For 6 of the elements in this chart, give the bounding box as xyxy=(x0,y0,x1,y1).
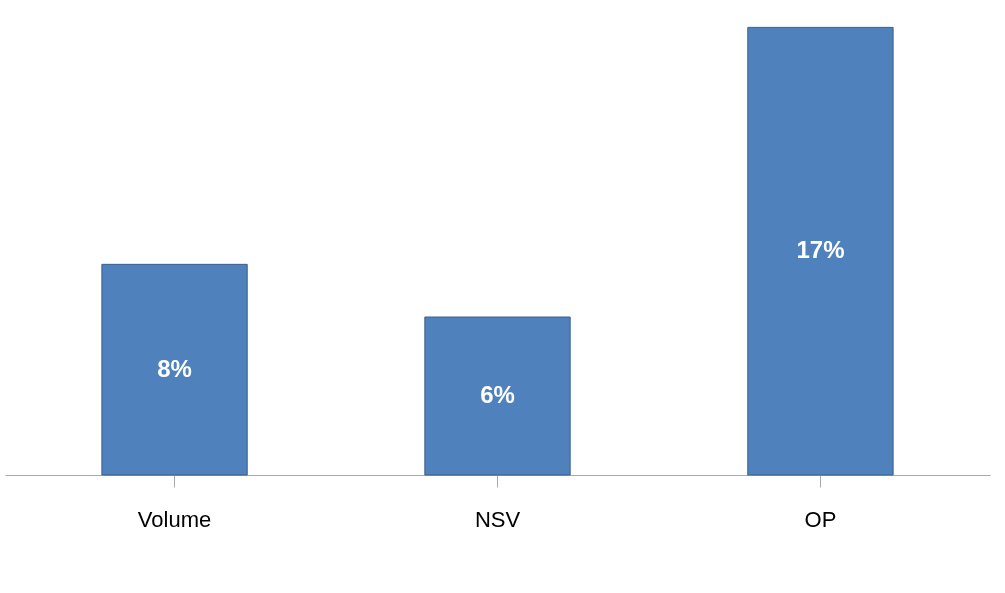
x-tick-label: NSV xyxy=(474,506,521,532)
data-label: 6% xyxy=(480,381,515,409)
data-label: 17% xyxy=(796,236,845,264)
data-label: 8% xyxy=(157,354,192,382)
x-tick-label: OP xyxy=(804,506,837,532)
x-tick-label: Volume xyxy=(137,506,212,532)
